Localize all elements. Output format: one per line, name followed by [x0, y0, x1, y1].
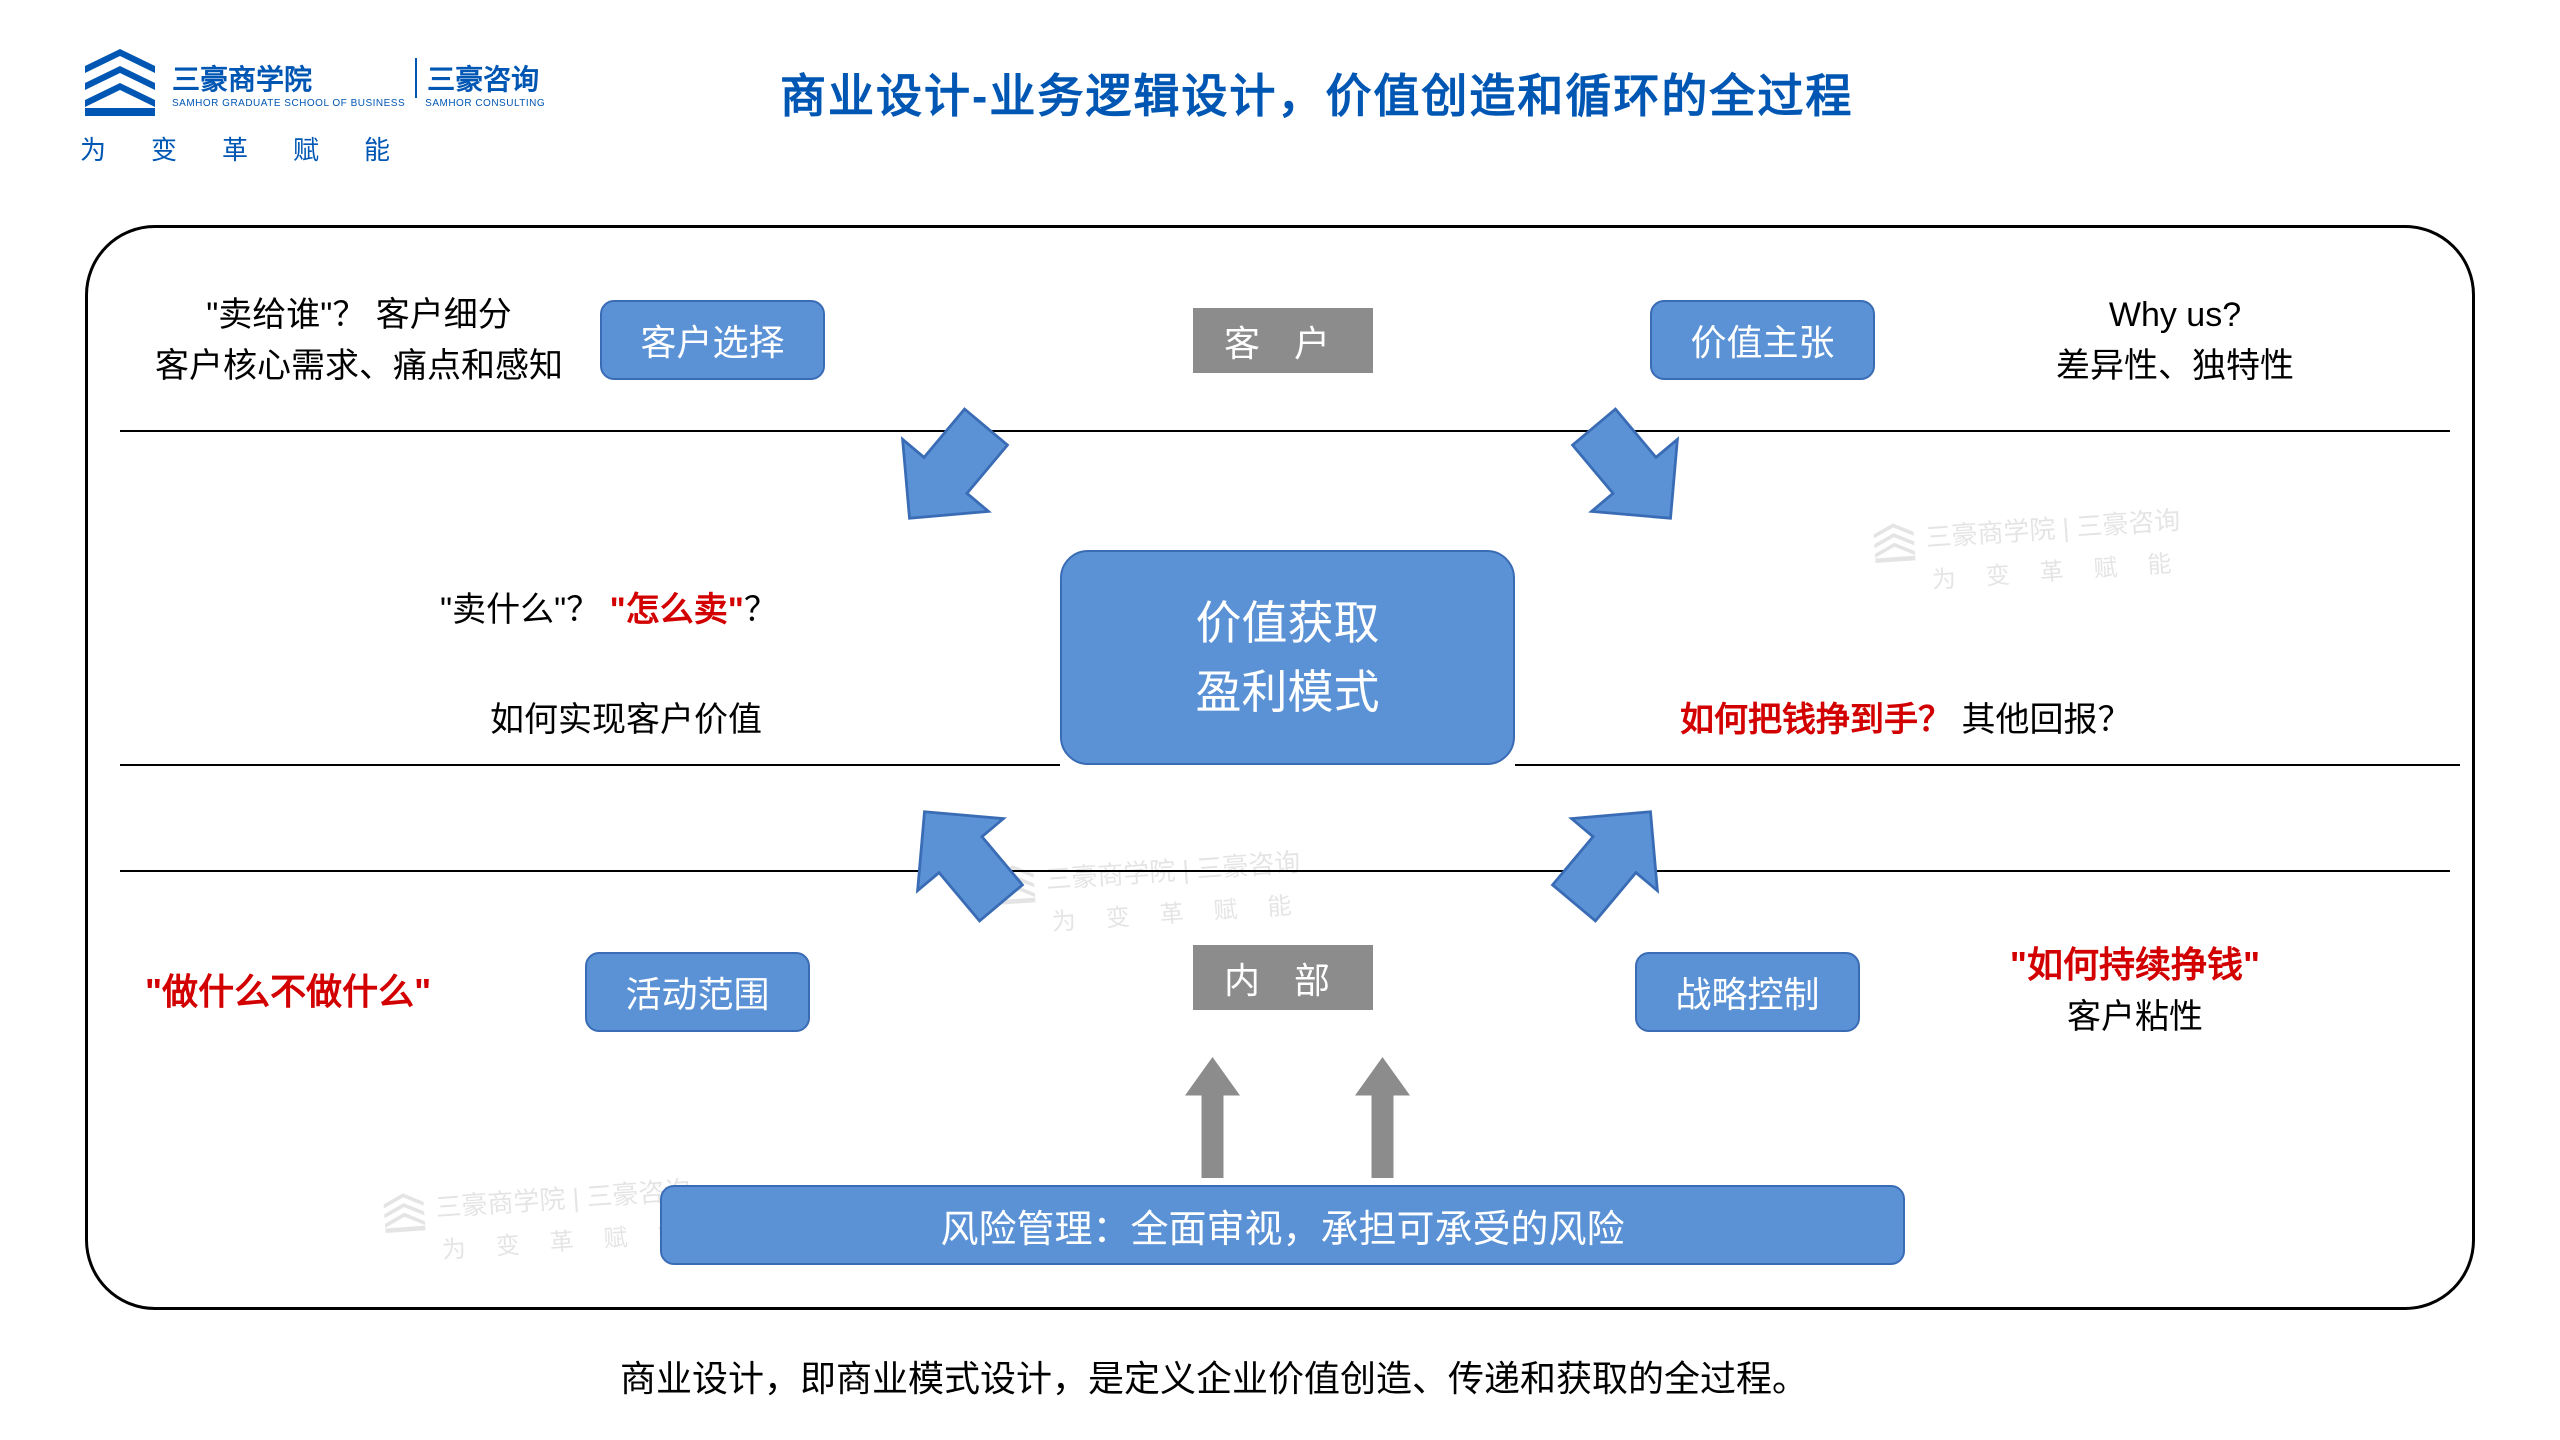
arrow-up-icon	[1185, 1055, 1240, 1180]
annotation-text: 客户粘性	[1955, 992, 2315, 1043]
annotation-text: Why us?	[1985, 290, 2365, 341]
logo-name-2-en: SAMHOR CONSULTING	[415, 98, 545, 109]
risk-bar: 风险管理：全面审视，承担可承受的风险	[660, 1185, 1905, 1265]
annotation-mid-left: "卖什么"？ "怎么卖"？	[440, 585, 778, 636]
annotation-text-red: 如何把钱挣到手？	[1680, 701, 1952, 739]
arrow-up-icon	[1355, 1055, 1410, 1180]
annotation-text: "卖什么"？	[440, 591, 600, 629]
logo-tagline: 为变革赋能	[80, 130, 435, 167]
divider-line	[120, 764, 1060, 766]
node-customer-choice: 客户选择	[600, 300, 825, 380]
logo-icon	[80, 48, 160, 118]
annotation-text-red: "如何持续挣钱"	[1955, 938, 2315, 992]
annotation-text: 差异性、独特性	[1985, 341, 2365, 392]
page-title: 商业设计-业务逻辑设计，价值创造和循环的全过程	[780, 60, 1853, 126]
annotation-top-right: Why us? 差异性、独特性	[1985, 290, 2365, 392]
caption: 商业设计，即商业模式设计，是定义企业价值创造、传递和获取的全过程。	[620, 1350, 1808, 1402]
node-strategic-control: 战略控制	[1635, 952, 1860, 1032]
annotation-text: ？	[744, 591, 778, 629]
divider-line	[1515, 764, 2460, 766]
annotation-top-left: "卖给谁"？ 客户细分 客户核心需求、痛点和感知	[155, 290, 563, 392]
center-line-1: 价值获取	[1196, 589, 1380, 658]
annotation-mid-right: 如何把钱挣到手？ 其他回报？	[1680, 695, 2131, 746]
logo-name-1: 三豪商学院	[172, 58, 405, 98]
center-line-2: 盈利模式	[1196, 658, 1380, 727]
node-value-proposition: 价值主张	[1650, 300, 1875, 380]
divider-line	[120, 870, 2450, 872]
annotation-text: 客户核心需求、痛点和感知	[155, 341, 563, 392]
logo-name-1-en: SAMHOR GRADUATE SCHOOL OF BUSINESS	[172, 98, 405, 109]
annotation-text: "卖给谁"？ 客户细分	[155, 290, 563, 341]
annotation-bot-right: "如何持续挣钱" 客户粘性	[1955, 938, 2315, 1043]
label-internal: 内 部	[1193, 945, 1373, 1010]
annotation-mid-left-2: 如何实现客户价值	[490, 695, 762, 746]
logo-name-2: 三豪咨询	[415, 58, 545, 98]
annotation-bot-left: "做什么不做什么"	[145, 965, 431, 1019]
divider-line	[120, 430, 2450, 432]
annotation-text: 其他回报？	[1952, 701, 2131, 739]
node-activity-scope: 活动范围	[585, 952, 810, 1032]
annotation-text-red: "怎么卖"	[610, 591, 744, 629]
node-center-value: 价值获取 盈利模式	[1060, 550, 1515, 765]
label-customer: 客 户	[1193, 308, 1373, 373]
brand-logo: 三豪商学院 SAMHOR GRADUATE SCHOOL OF BUSINESS…	[80, 48, 545, 118]
